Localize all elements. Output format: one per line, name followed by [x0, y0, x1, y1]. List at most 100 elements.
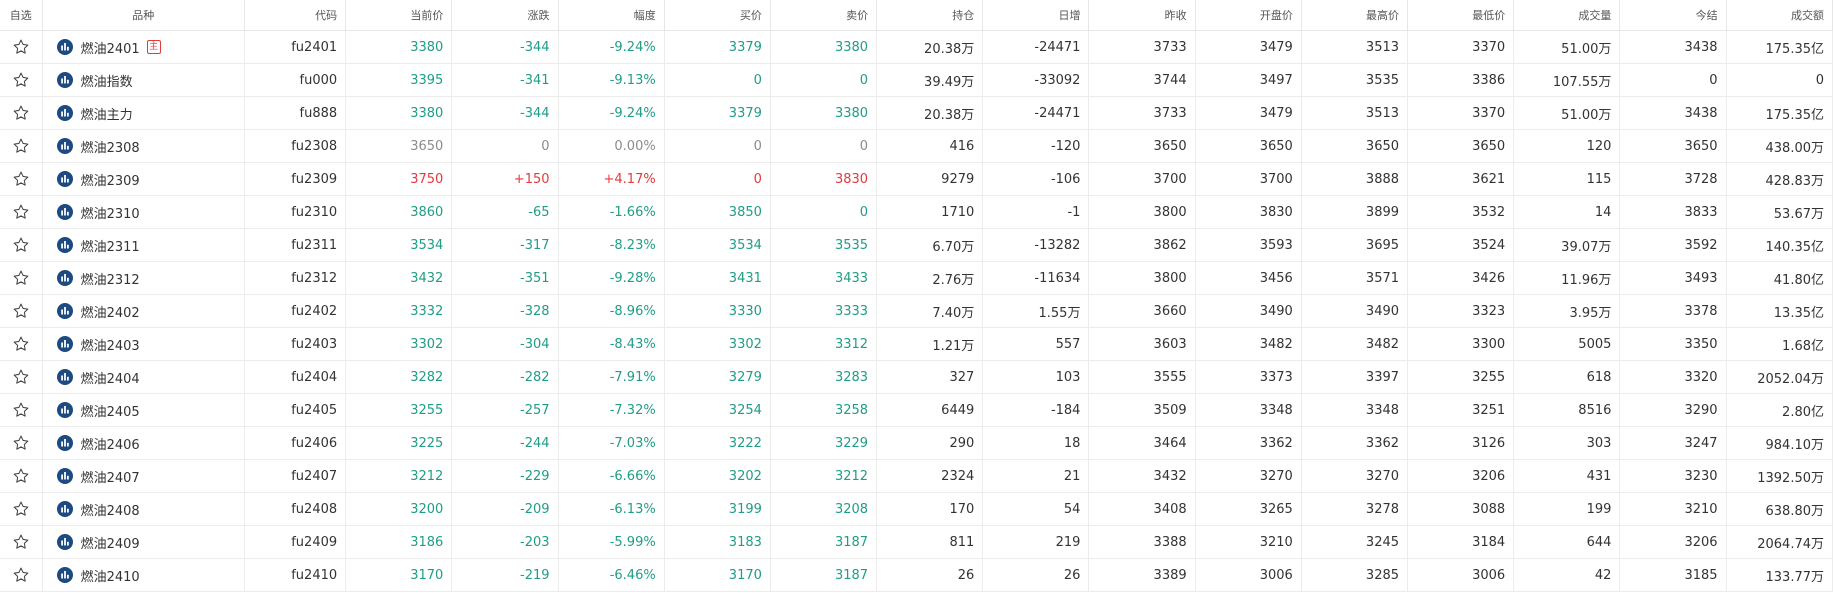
star-icon[interactable]	[12, 269, 30, 287]
table-row[interactable]: 燃油2402 fu2402 3332 -328 -8.96% 3330 3333 7.40万 1…	[0, 294, 1833, 328]
star-icon[interactable]	[12, 335, 30, 353]
name-cell[interactable]: 燃油2308	[42, 129, 245, 163]
star-icon[interactable]	[12, 38, 30, 56]
chart-icon[interactable]	[56, 567, 73, 583]
table-row[interactable]: 燃油2308 fu2308 3650 0 0.00% 0 0 416 -120 3650 3650 3…	[0, 129, 1833, 163]
instrument-name[interactable]: 燃油2406	[80, 437, 140, 453]
chart-icon[interactable]	[56, 336, 73, 352]
chart-icon[interactable]	[56, 303, 73, 319]
name-cell[interactable]: 燃油指数	[42, 63, 245, 97]
column-header-percent[interactable]: 幅度	[558, 0, 665, 31]
instrument-name[interactable]: 燃油主力	[80, 107, 133, 123]
star-icon[interactable]	[12, 236, 30, 254]
chart-icon[interactable]	[56, 204, 73, 220]
instrument-name[interactable]: 燃油2408	[80, 503, 140, 519]
instrument-name[interactable]: 燃油指数	[80, 74, 133, 90]
table-row[interactable]: 燃油2404 fu2404 3282 -282 -7.91% 3279 3283 327 103…	[0, 360, 1833, 394]
instrument-name[interactable]: 燃油2310	[80, 206, 140, 222]
star-icon[interactable]	[12, 401, 30, 419]
chart-icon[interactable]	[56, 39, 73, 55]
name-cell[interactable]: 燃油2401 主	[42, 30, 245, 64]
chart-icon[interactable]	[56, 501, 73, 517]
name-cell[interactable]: 燃油主力	[42, 96, 245, 130]
chart-icon[interactable]	[56, 105, 73, 121]
name-cell[interactable]: 燃油2403	[42, 327, 245, 361]
name-cell[interactable]: 燃油2310	[42, 195, 245, 229]
star-icon[interactable]	[12, 467, 30, 485]
instrument-name[interactable]: 燃油2404	[80, 371, 140, 387]
chart-icon[interactable]	[56, 72, 73, 88]
chart-icon[interactable]	[56, 468, 73, 484]
column-header-amount[interactable]: 成交额	[1726, 0, 1833, 31]
star-icon[interactable]	[12, 137, 30, 155]
column-header-name[interactable]: 品种	[42, 0, 245, 31]
name-cell[interactable]: 燃油2311	[42, 228, 245, 262]
column-header-code[interactable]: 代码	[244, 0, 347, 31]
table-row[interactable]: 燃油指数 fu000 3395 -341 -9.13% 0 0 39.49万 -33092 374…	[0, 63, 1833, 97]
name-cell[interactable]: 燃油2312	[42, 261, 245, 295]
table-row[interactable]: 燃油主力 fu888 3380 -344 -9.24% 3379 3380 20.38万 -24…	[0, 96, 1833, 130]
chart-icon[interactable]	[56, 402, 73, 418]
table-row[interactable]: 燃油2410 fu2410 3170 -219 -6.46% 3170 3187 26 26 33…	[0, 558, 1833, 592]
column-header-low[interactable]: 最低价	[1407, 0, 1515, 31]
table-row[interactable]: 燃油2409 fu2409 3186 -203 -5.99% 3183 3187 811 219…	[0, 525, 1833, 559]
chart-icon[interactable]	[56, 171, 73, 187]
table-row[interactable]: 燃油2312 fu2312 3432 -351 -9.28% 3431 3433 2.76万 -…	[0, 261, 1833, 295]
name-cell[interactable]: 燃油2406	[42, 426, 245, 460]
name-cell[interactable]: 燃油2405	[42, 393, 245, 427]
column-header-settle[interactable]: 今结	[1619, 0, 1727, 31]
column-header-open[interactable]: 开盘价	[1195, 0, 1302, 31]
name-cell[interactable]: 燃油2402	[42, 294, 245, 328]
star-icon[interactable]	[12, 533, 30, 551]
column-header-prev-close[interactable]: 昨收	[1088, 0, 1196, 31]
table-row[interactable]: 燃油2311 fu2311 3534 -317 -8.23% 3534 3535 6.70万 -…	[0, 228, 1833, 262]
star-icon[interactable]	[12, 71, 30, 89]
instrument-name[interactable]: 燃油2403	[80, 338, 140, 354]
chart-icon[interactable]	[56, 435, 73, 451]
column-header-favorite[interactable]: 自选	[0, 0, 43, 31]
name-cell[interactable]: 燃油2407	[42, 459, 245, 493]
star-icon[interactable]	[12, 203, 30, 221]
table-row[interactable]: 燃油2405 fu2405 3255 -257 -7.32% 3254 3258 6449 -1…	[0, 393, 1833, 427]
instrument-name[interactable]: 燃油2402	[80, 305, 140, 321]
name-cell[interactable]: 燃油2408	[42, 492, 245, 526]
name-cell[interactable]: 燃油2409	[42, 525, 245, 559]
star-icon[interactable]	[12, 500, 30, 518]
table-row[interactable]: 燃油2406 fu2406 3225 -244 -7.03% 3222 3229 290 18 3…	[0, 426, 1833, 460]
column-header-daily-change[interactable]: 日增	[982, 0, 1090, 31]
chart-icon[interactable]	[56, 369, 73, 385]
star-icon[interactable]	[12, 434, 30, 452]
instrument-name[interactable]: 燃油2308	[80, 140, 140, 156]
star-icon[interactable]	[12, 566, 30, 584]
star-icon[interactable]	[12, 302, 30, 320]
column-header-ask[interactable]: 卖价	[770, 0, 878, 31]
name-cell[interactable]: 燃油2309	[42, 162, 245, 196]
star-icon[interactable]	[12, 170, 30, 188]
name-cell[interactable]: 燃油2410	[42, 558, 245, 592]
table-row[interactable]: 燃油2408 fu2408 3200 -209 -6.13% 3199 3208 170 54 3…	[0, 492, 1833, 526]
chart-icon[interactable]	[56, 534, 73, 550]
column-header-bid[interactable]: 买价	[664, 0, 771, 31]
table-row[interactable]: 燃油2309 fu2309 3750 +150 +4.17% 0 3830 9279 -106 3…	[0, 162, 1833, 196]
table-row[interactable]: 燃油2407 fu2407 3212 -229 -6.66% 3202 3212 2324 21…	[0, 459, 1833, 493]
instrument-name[interactable]: 燃油2407	[80, 470, 140, 486]
table-row[interactable]: 燃油2401 主 fu2401 3380 -344 -9.24% 3379 3380 20.38…	[0, 30, 1833, 64]
column-header-open-interest[interactable]: 持仓	[876, 0, 984, 31]
instrument-name[interactable]: 燃油2410	[80, 569, 140, 585]
instrument-name[interactable]: 燃油2405	[80, 404, 140, 420]
column-header-volume[interactable]: 成交量	[1513, 0, 1621, 31]
column-header-high[interactable]: 最高价	[1301, 0, 1409, 31]
star-icon[interactable]	[12, 104, 30, 122]
name-cell[interactable]: 燃油2404	[42, 360, 245, 394]
instrument-name[interactable]: 燃油2309	[80, 173, 140, 189]
table-row[interactable]: 燃油2403 fu2403 3302 -304 -8.43% 3302 3312 1.21万 5…	[0, 327, 1833, 361]
chart-icon[interactable]	[56, 237, 73, 253]
instrument-name[interactable]: 燃油2409	[80, 536, 140, 552]
instrument-name[interactable]: 燃油2312	[80, 272, 140, 288]
instrument-name[interactable]: 燃油2311	[80, 239, 140, 255]
instrument-name[interactable]: 燃油2401	[80, 41, 140, 57]
column-header-price[interactable]: 当前价	[345, 0, 453, 31]
chart-icon[interactable]	[56, 138, 73, 154]
table-row[interactable]: 燃油2310 fu2310 3860 -65 -1.66% 3850 0 1710 -1 3800…	[0, 195, 1833, 229]
chart-icon[interactable]	[56, 270, 73, 286]
